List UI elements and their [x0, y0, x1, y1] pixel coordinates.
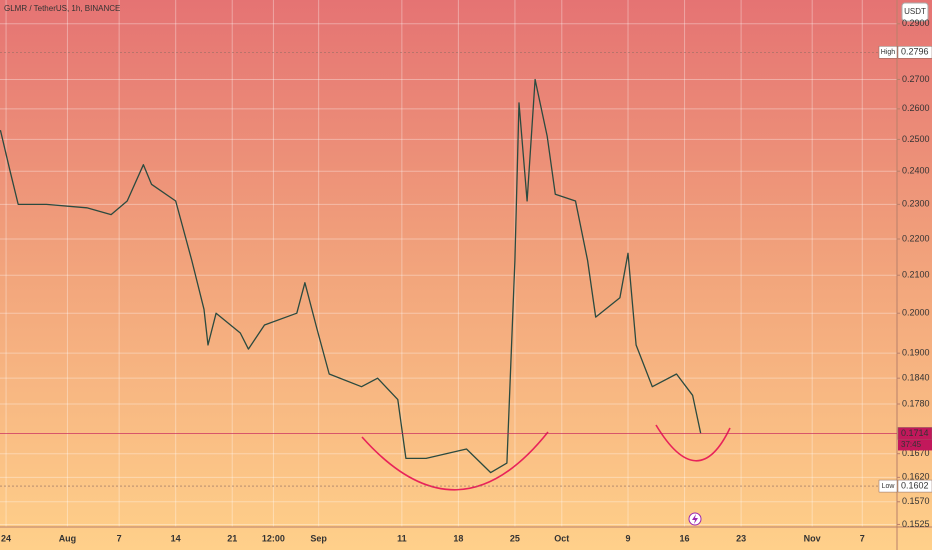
x-tick-label: 18	[453, 533, 463, 543]
x-tick-label: 21	[227, 533, 237, 543]
y-tick-label: 0.2200	[902, 233, 930, 243]
high-label: High	[881, 49, 896, 56]
lightning-icon[interactable]	[688, 512, 702, 526]
y-tick-label: 0.1840	[902, 373, 930, 383]
annotation-arc	[655, 424, 731, 462]
low-label: Low	[882, 483, 896, 490]
y-tick-label: 0.1620	[902, 472, 930, 482]
y-tick-label: 0.1670	[902, 448, 930, 458]
low-box	[897, 479, 932, 493]
x-tick-label: 11	[397, 533, 407, 543]
x-tick-label: 12:00	[262, 533, 285, 543]
last-value: 0.1714	[901, 428, 929, 438]
x-tick-label: Aug	[59, 533, 77, 543]
x-tick-label: 14	[171, 533, 181, 543]
y-tick-label: 0.2300	[902, 199, 930, 209]
currency-button[interactable]: USDT	[901, 2, 929, 22]
lightning-bolt[interactable]	[692, 514, 698, 524]
annotation-arc	[361, 431, 549, 491]
low-value: 0.1602	[901, 480, 929, 490]
high-tag	[878, 46, 898, 59]
y-tick-label: 0.1780	[902, 398, 930, 408]
currency-button-box[interactable]	[901, 2, 929, 22]
x-tick-label: 7	[117, 533, 122, 543]
y-tick-label: 0.2100	[902, 270, 930, 280]
y-tick-label: 0.1570	[902, 496, 930, 506]
x-tick-label: 25	[510, 533, 520, 543]
grid	[0, 0, 897, 527]
countdown-box	[898, 439, 932, 451]
plot	[0, 78, 702, 474]
chart-title: GLMR / TetherUS, 1h, BINANCE	[4, 4, 120, 13]
y-tick-label: 0.2600	[902, 103, 930, 113]
y-tick-label: 0.1900	[902, 348, 930, 358]
x-tick-label: Nov	[804, 533, 821, 543]
y-tick-label: 0.2900	[902, 18, 930, 28]
y-tick-label: 0.1525	[902, 519, 930, 529]
high-box	[897, 46, 932, 59]
countdown: 37:45	[901, 440, 922, 449]
y-tick-label: 0.2700	[902, 74, 930, 84]
y-tick-label: 0.2500	[902, 134, 930, 144]
x-tick-label: 7	[860, 533, 865, 543]
high-value: 0.2796	[901, 47, 929, 57]
x-tick-label: 9	[626, 533, 631, 543]
price-line	[0, 78, 702, 474]
x-tick-label: Sep	[310, 533, 327, 543]
y-tick-label: 0.2400	[902, 166, 930, 176]
x-tick-label: Oct	[554, 533, 569, 543]
x-tick-label: 24	[1, 533, 11, 543]
low-tag	[878, 479, 898, 493]
currency-label[interactable]: USDT	[904, 7, 926, 16]
x-tick-label: 16	[680, 533, 690, 543]
x-tick-label: 23	[736, 533, 746, 543]
y-tick-label: 0.2000	[902, 308, 930, 318]
